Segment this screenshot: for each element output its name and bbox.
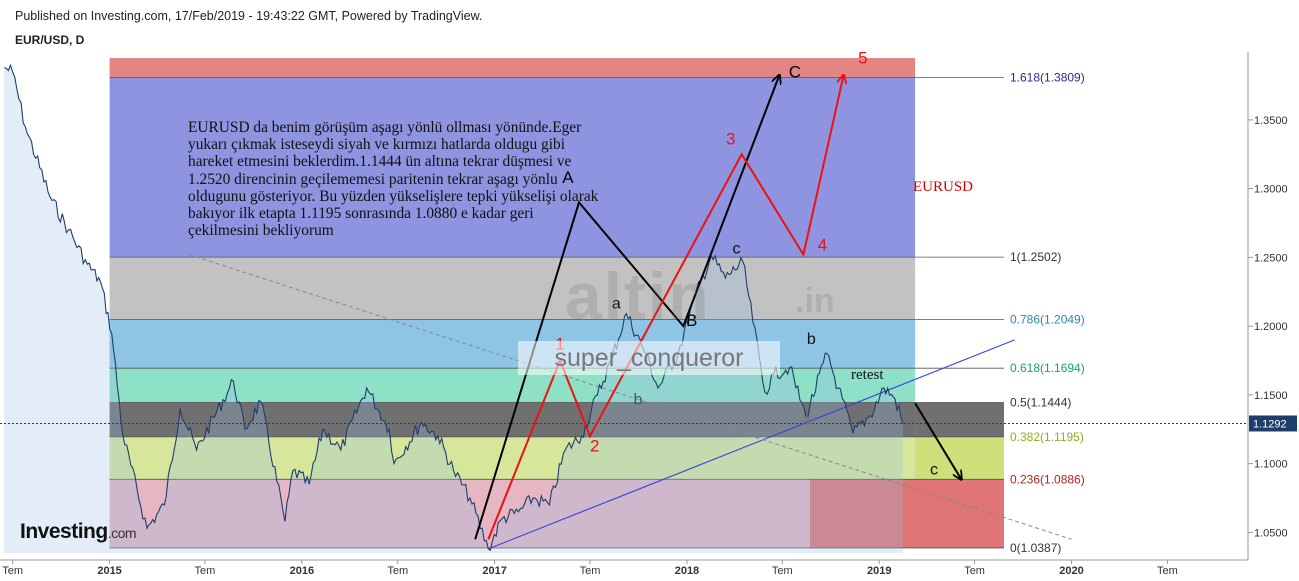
watermark-brand-tld: .in xyxy=(795,282,835,320)
fib-zone-0.618 xyxy=(109,368,916,403)
retest-label: retest xyxy=(851,367,884,383)
price-label-5: c xyxy=(930,462,938,479)
fib-label-0.618: 0.618(1.1694) xyxy=(1010,361,1085,375)
last-price-tag xyxy=(1249,415,1297,432)
fib-zone-1.618 xyxy=(109,77,916,258)
analysis-annotation: EURUSD da benim görüşüm aşagı yönlü ollm… xyxy=(188,119,599,240)
fib-zone-1 xyxy=(109,257,916,320)
fibonacci-retracement: 1.618(1.3809) 1(1.2502) 0.786(1.2049) 0.618… xyxy=(109,58,1085,555)
logo-name: Investing xyxy=(20,520,108,543)
watermark-username: super_conqueror xyxy=(518,341,780,375)
fib-ext-0.382 xyxy=(915,436,1004,480)
x-tick-label: Tem xyxy=(772,565,793,577)
last-price-label: 1.1292 xyxy=(1253,418,1287,430)
price-label-4: a xyxy=(802,412,811,429)
fib-label-0.5: 0.5(1.1444) xyxy=(1010,396,1071,410)
x-tick-label: 2020 xyxy=(1059,565,1083,577)
price-label-0: a xyxy=(612,295,621,312)
x-tick-label: 2017 xyxy=(482,565,506,577)
y-tick-label: 1.3500 xyxy=(1254,115,1288,127)
fib-label-0: 0(1.0387) xyxy=(1010,541,1061,555)
wave-black-label-B: B xyxy=(686,311,697,330)
y-tick-label: 1.1500 xyxy=(1254,390,1288,402)
price-area-fill xyxy=(4,65,903,554)
price-label-3: b xyxy=(634,392,643,409)
fib-label-0.786: 0.786(1.2049) xyxy=(1010,312,1085,326)
price-series xyxy=(3,63,904,552)
trend-lines xyxy=(0,254,1248,550)
y-tick-label: 1.0500 xyxy=(1254,527,1288,539)
fib-ext-0.236 xyxy=(810,479,1004,548)
price-line xyxy=(3,63,904,552)
wave-red-label-3: 3 xyxy=(726,130,735,149)
watermark-brand: altin xyxy=(565,259,711,333)
y-tick-label: 1.2500 xyxy=(1254,252,1288,264)
price-label-2: b xyxy=(807,331,816,348)
x-tick-label: Tem xyxy=(580,565,601,577)
fib-zone-0.786 xyxy=(109,319,916,369)
projection-arrow xyxy=(914,402,961,479)
fib-label-1.618: 1.618(1.3809) xyxy=(1010,70,1085,84)
wave-red-label-5: 5 xyxy=(858,49,867,68)
wave-red-label-4: 4 xyxy=(818,236,827,255)
x-tick-label: 2015 xyxy=(97,565,121,577)
wave-black-label-A: A xyxy=(562,168,574,187)
fib-label-1: 1(1.2502) xyxy=(1010,250,1061,264)
x-tick-label: Tem xyxy=(2,565,23,577)
x-tick-label: 2018 xyxy=(675,565,699,577)
fib-label-0.382: 0.382(1.1195) xyxy=(1010,430,1084,444)
logo-suffix: .com xyxy=(107,525,137,541)
x-tick-label: Tem xyxy=(964,565,985,577)
x-tick-label: 2019 xyxy=(867,565,891,577)
price-area xyxy=(4,65,903,554)
fib-zone-0.382 xyxy=(109,436,916,480)
x-tick-label: 2016 xyxy=(290,565,314,577)
y-tick-label: 1.1000 xyxy=(1254,459,1288,471)
wave-black-label-C: C xyxy=(789,62,801,81)
fib-label-0.236: 0.236(1.0886) xyxy=(1010,472,1085,486)
price-label-1: c xyxy=(732,240,740,257)
x-tick-label: Tem xyxy=(1157,565,1178,577)
x-tick-label: Tem xyxy=(195,565,216,577)
wave-red-path xyxy=(487,76,843,540)
published-info: Published on Investing.com, 17/Feb/2019 … xyxy=(15,9,483,23)
investing-logo[interactable]: Investing.com xyxy=(20,520,137,544)
eurusd-label: EURUSD xyxy=(913,179,974,195)
fib-zone-0.236 xyxy=(109,479,916,548)
y-tick-label: 1.3000 xyxy=(1254,184,1288,196)
descending-dashed-line xyxy=(188,254,1072,540)
fib-ext-0.5 xyxy=(915,402,1004,437)
y-tick-label: 1.2000 xyxy=(1254,321,1288,333)
symbol-title: EUR/USD, D xyxy=(15,33,85,47)
ascending-trendline xyxy=(488,339,1015,550)
x-tick-label: Tem xyxy=(387,565,408,577)
fib-zone-top xyxy=(109,58,916,78)
axes: 1.0500 1.1000 1.1500 1.2000 1.2500 1.3000 1.35… xyxy=(0,52,1297,577)
wave-red-label-2: 2 xyxy=(590,436,599,455)
